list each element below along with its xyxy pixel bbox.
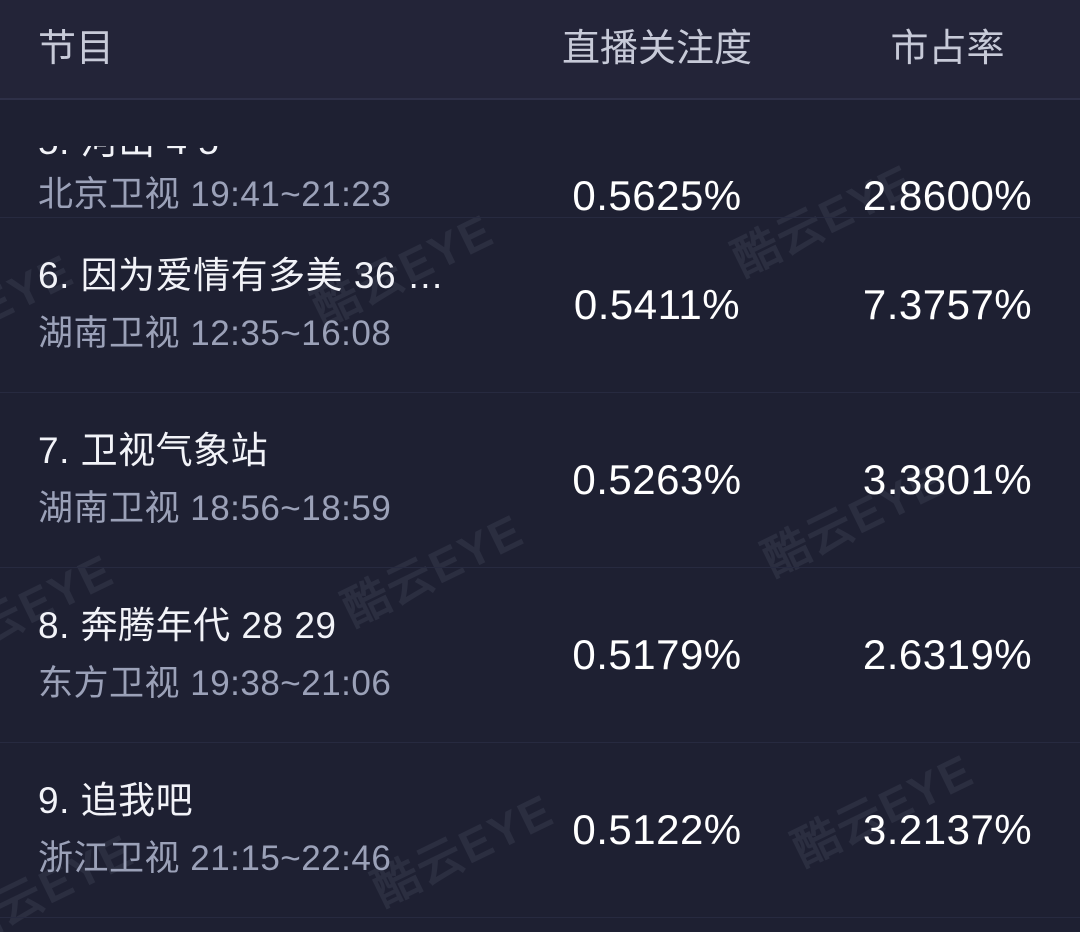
cell-share: 3.3801% [855,459,1080,501]
table-row[interactable]: 5. 河山 4 5 北京卫视 19:41~21:23 0.5625% 2.860… [0,100,1080,218]
table-row[interactable]: 6. 因为爱情有多美 36 … 湖南卫视 12:35~16:08 0.5411%… [0,218,1080,393]
program-channel-time: 东方卫视 19:38~21:06 [38,663,392,703]
table-row[interactable]: 9. 追我吧 浙江卫视 21:15~22:46 0.5122% 3.2137% [0,743,1080,918]
cell-program[interactable]: 8. 奔腾年代 28 29 东方卫视 19:38~21:06 [0,604,465,705]
cell-program[interactable]: 5. 河山 4 5 北京卫视 19:41~21:23 [0,146,465,217]
share-value: 3.3801% [862,456,1033,503]
attention-value: 0.5625% [572,172,742,219]
table-row[interactable]: 7. 卫视气象站 湖南卫视 18:56~18:59 0.5263% 3.3801… [0,393,1080,568]
cell-share: 2.8600% [855,175,1080,217]
cell-share: 2.6319% [855,634,1080,676]
cell-program[interactable]: 9. 追我吧 浙江卫视 21:15~22:46 [0,779,465,880]
share-value: 2.6319% [862,631,1033,678]
share-value: 2.8600% [862,172,1033,219]
column-header-attention[interactable]: 直播关注度 [561,28,752,70]
column-header-program[interactable]: 节目 [38,28,115,70]
share-value: 3.2137% [862,806,1033,853]
cell-program[interactable]: 6. 因为爱情有多美 36 … 湖南卫视 12:35~16:08 [0,254,465,355]
program-channel-time: 浙江卫视 21:15~22:46 [38,838,392,878]
cell-program[interactable]: 7. 卫视气象站 湖南卫视 18:56~18:59 [0,429,465,530]
ranking-list: 5. 河山 4 5 北京卫视 19:41~21:23 0.5625% 2.860… [0,100,1080,918]
program-channel-time: 湖南卫视 12:35~16:08 [38,313,392,353]
cell-attention: 0.5411% [465,284,855,326]
attention-value: 0.5263% [572,456,742,503]
program-title: 5. 河山 4 5 [38,146,465,164]
share-value: 7.3757% [862,281,1033,328]
program-title: 9. 追我吧 [38,780,194,822]
cell-attention: 0.5122% [465,809,855,851]
program-title: 7. 卫视气象站 [38,430,269,472]
attention-value: 0.5411% [573,281,741,328]
table-row[interactable]: 8. 奔腾年代 28 29 东方卫视 19:38~21:06 0.5179% 2… [0,568,1080,743]
column-header-share[interactable]: 市占率 [890,28,1005,70]
program-title: 8. 奔腾年代 28 29 [38,605,337,647]
program-title: 6. 因为爱情有多美 36 … [38,255,445,297]
cell-attention: 0.5179% [465,634,855,676]
program-channel-time: 北京卫视 19:41~21:23 [38,175,392,215]
table-header: 节目 直播关注度 市占率 [0,0,1080,100]
attention-value: 0.5179% [572,631,742,678]
attention-value: 0.5122% [572,806,742,853]
program-channel-time: 湖南卫视 18:56~18:59 [38,488,392,528]
cell-share: 3.2137% [855,809,1080,851]
cell-attention: 0.5263% [465,459,855,501]
cell-attention: 0.5625% [465,175,855,217]
cell-share: 7.3757% [855,284,1080,326]
